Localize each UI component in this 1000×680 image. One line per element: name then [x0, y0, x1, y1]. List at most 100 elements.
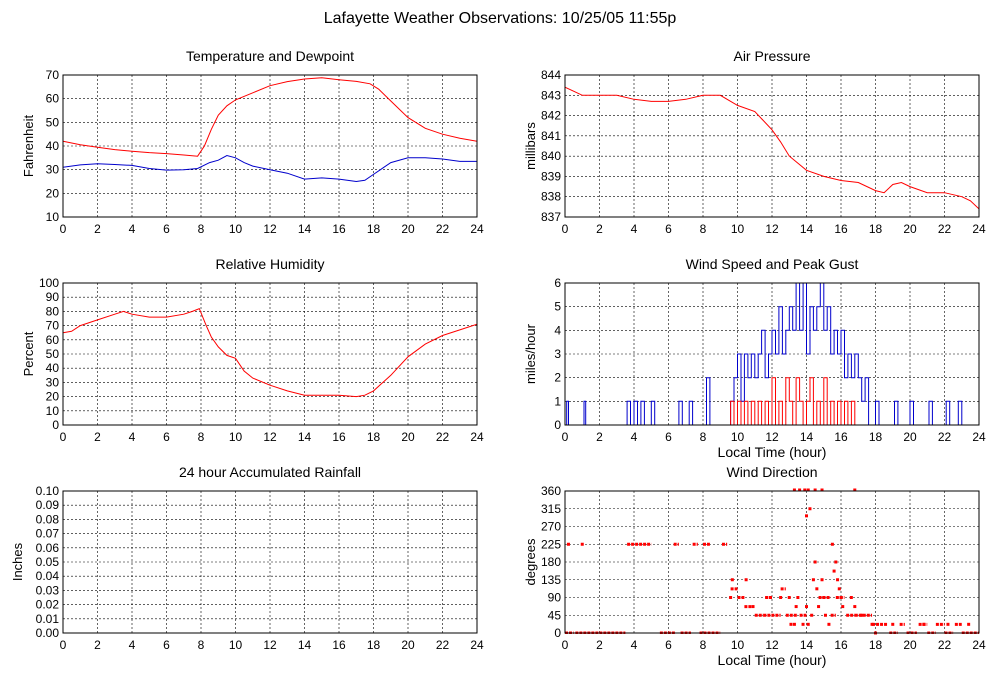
y-tick-label: 0.10 — [36, 484, 60, 498]
chart-title: Wind Direction — [726, 464, 817, 480]
x-tick-label: 10 — [229, 430, 243, 444]
direction-point — [849, 596, 853, 599]
direction-point — [792, 488, 796, 492]
chart-title: Wind Speed and Peak Gust — [686, 256, 859, 272]
direction-point — [841, 605, 845, 609]
x-tick-label: 8 — [198, 430, 205, 444]
direction-point — [817, 605, 821, 609]
plot-frame — [62, 74, 478, 218]
x-tick-label: 2 — [94, 638, 101, 652]
direction-point — [853, 605, 857, 609]
y-tick-label: 80 — [46, 304, 60, 318]
direction-point — [801, 622, 805, 626]
plot-frame — [564, 282, 980, 426]
y-tick-label: 50 — [46, 347, 60, 361]
y-tick-label: 10 — [46, 404, 60, 418]
direction-point — [787, 596, 791, 599]
direction-point — [827, 622, 831, 626]
direction-point — [806, 488, 810, 492]
y-tick-label: 90 — [548, 591, 562, 605]
y-axis-label: Percent — [21, 331, 36, 376]
x-tick-label: 4 — [129, 430, 136, 444]
x-tick-label: 18 — [869, 222, 883, 236]
y-tick-label: 0 — [554, 626, 561, 640]
x-tick-label: 18 — [367, 430, 381, 444]
direction-point — [820, 578, 824, 582]
y-tick-label: 100 — [39, 276, 59, 290]
direction-point — [813, 560, 817, 564]
direction-point — [810, 613, 814, 617]
direction-point — [822, 596, 826, 599]
y-tick-label: 0.07 — [36, 527, 60, 541]
direction-point — [839, 596, 843, 599]
x-tick-label: 10 — [229, 222, 243, 236]
series-line-0 — [565, 86, 979, 210]
direction-point — [768, 596, 772, 599]
x-tick-label: 14 — [298, 222, 312, 236]
x-tick-label: 20 — [903, 638, 917, 652]
x-tick-label: 14 — [800, 222, 814, 236]
direction-point — [891, 622, 895, 626]
x-tick-label: 6 — [665, 430, 672, 444]
y-tick-label: 30 — [46, 375, 60, 389]
x-tick-label: 8 — [700, 222, 707, 236]
y-tick-label: 0.09 — [36, 498, 60, 512]
x-tick-label: 2 — [94, 430, 101, 444]
y-tick-label: 842 — [541, 109, 561, 123]
x-tick-label: 24 — [972, 430, 986, 444]
y-tick-label: 315 — [541, 502, 561, 516]
x-tick-label: 16 — [332, 430, 346, 444]
x-tick-label: 24 — [972, 638, 986, 652]
chart-title: Air Pressure — [733, 48, 810, 64]
chart-panel-rain: 0 2 4 6 8 10 12 14 16 18 20 22 240.000.010.020.030.0… — [10, 464, 484, 652]
series-line-1 — [727, 377, 856, 426]
x-tick-label: 24 — [470, 430, 484, 444]
y-tick-label: 45 — [548, 608, 562, 622]
plot-frame — [564, 74, 980, 218]
x-tick-label: 20 — [401, 222, 415, 236]
y-axis-label: Inches — [10, 542, 25, 581]
direction-point — [922, 622, 926, 626]
x-tick-label: 16 — [332, 222, 346, 236]
y-tick-label: 844 — [541, 68, 561, 82]
x-tick-label: 24 — [470, 222, 484, 236]
x-tick-label: 6 — [163, 222, 170, 236]
chart-title: Temperature and Dewpoint — [186, 48, 354, 64]
x-tick-label: 12 — [765, 430, 779, 444]
y-tick-label: 70 — [46, 68, 60, 82]
x-tick-label: 24 — [470, 638, 484, 652]
x-tick-label: 8 — [700, 430, 707, 444]
y-tick-label: 840 — [541, 149, 561, 163]
figure-title: Lafayette Weather Observations: 10/25/05… — [324, 10, 677, 27]
direction-point — [580, 542, 584, 546]
y-tick-label: 0 — [554, 418, 561, 432]
y-tick-label: 70 — [46, 319, 60, 333]
x-tick-label: 12 — [263, 222, 277, 236]
direction-point — [789, 622, 793, 626]
x-tick-label: 22 — [938, 222, 952, 236]
x-tick-label: 12 — [263, 430, 277, 444]
direction-point — [946, 622, 950, 626]
direction-point — [860, 613, 864, 617]
x-tick-label: 4 — [631, 638, 638, 652]
series-line-0 — [63, 77, 477, 157]
chart-panel-direction: 0 2 4 6 8 10 12 14 16 18 20 22 240459013518022527031… — [523, 464, 986, 668]
direction-point — [813, 488, 817, 492]
x-tick-label: 16 — [834, 222, 848, 236]
x-tick-label: 6 — [665, 222, 672, 236]
y-axis-label: miles/hour — [523, 323, 538, 384]
y-tick-label: 839 — [541, 169, 561, 183]
x-tick-label: 22 — [938, 430, 952, 444]
x-tick-label: 10 — [229, 638, 243, 652]
y-tick-label: 40 — [46, 361, 60, 375]
chart-panel-humidity: 0 2 4 6 8 10 12 14 16 18 20 22 240102030405060708090… — [21, 256, 484, 444]
x-tick-label: 14 — [298, 430, 312, 444]
direction-point — [792, 622, 796, 626]
x-tick-label: 0 — [562, 430, 569, 444]
x-tick-label: 12 — [765, 638, 779, 652]
x-tick-label: 16 — [332, 638, 346, 652]
direction-point — [823, 613, 827, 617]
chart-title: 24 hour Accumulated Rainfall — [179, 464, 361, 480]
plot-area — [63, 77, 477, 183]
y-tick-label: 0.06 — [36, 541, 60, 555]
